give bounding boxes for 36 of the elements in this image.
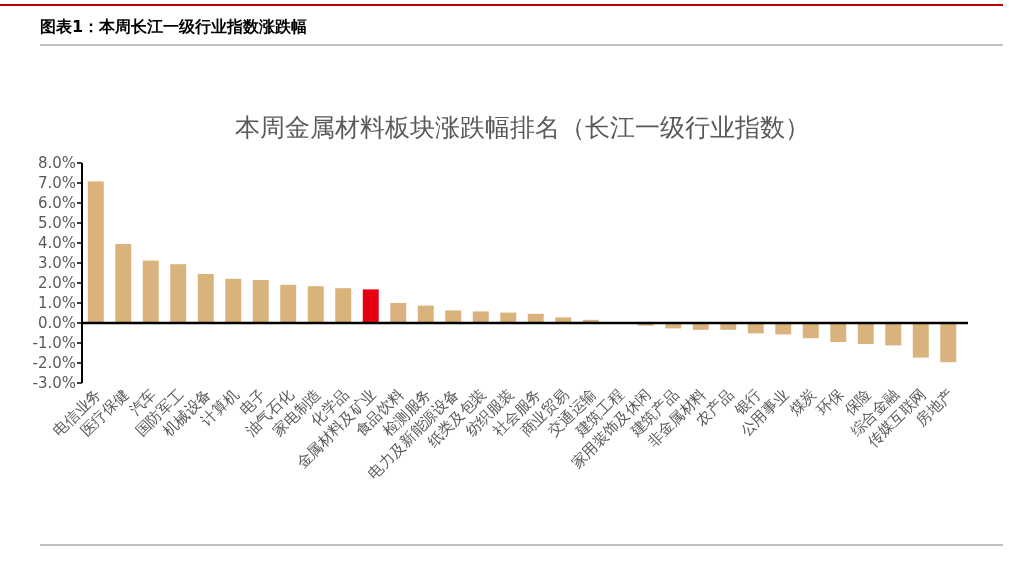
y-tick-label: 3.0% — [37, 254, 76, 273]
y-tick-label: 8.0% — [37, 154, 76, 173]
bar — [280, 284, 297, 323]
bar — [390, 303, 407, 323]
y-tick-label: 7.0% — [37, 174, 76, 193]
bar — [142, 260, 159, 323]
y-tick-label: -3.0% — [32, 374, 76, 393]
bar — [307, 286, 324, 323]
y-tick-label: 2.0% — [37, 274, 76, 293]
y-tick-label: 0.0% — [37, 314, 76, 333]
bar — [225, 278, 242, 323]
bar — [87, 181, 104, 323]
bar — [912, 323, 929, 358]
bar — [362, 289, 379, 323]
bar — [940, 323, 957, 363]
y-tick-label: -2.0% — [32, 354, 76, 373]
bar — [445, 310, 462, 323]
y-tick-label: 5.0% — [37, 214, 76, 233]
bar — [335, 288, 352, 323]
chart-title: 本周金属材料板块涨跌幅排名（长江一级行业指数） — [234, 113, 810, 142]
bar — [417, 305, 434, 323]
bar — [830, 323, 847, 342]
bar — [885, 323, 902, 346]
bar — [170, 264, 187, 323]
y-tick-label: 4.0% — [37, 234, 76, 253]
bar — [555, 317, 572, 323]
bar — [115, 244, 132, 323]
bar — [857, 323, 874, 344]
text: 图表1：本周长江一级行业指数涨跌幅 — [40, 17, 308, 36]
bar — [197, 274, 214, 323]
bar — [472, 311, 489, 323]
bar — [252, 280, 269, 323]
y-tick-label: 1.0% — [37, 294, 76, 313]
y-tick-label: 6.0% — [37, 194, 76, 213]
y-tick-label: -1.0% — [32, 334, 76, 353]
bar — [802, 323, 819, 339]
